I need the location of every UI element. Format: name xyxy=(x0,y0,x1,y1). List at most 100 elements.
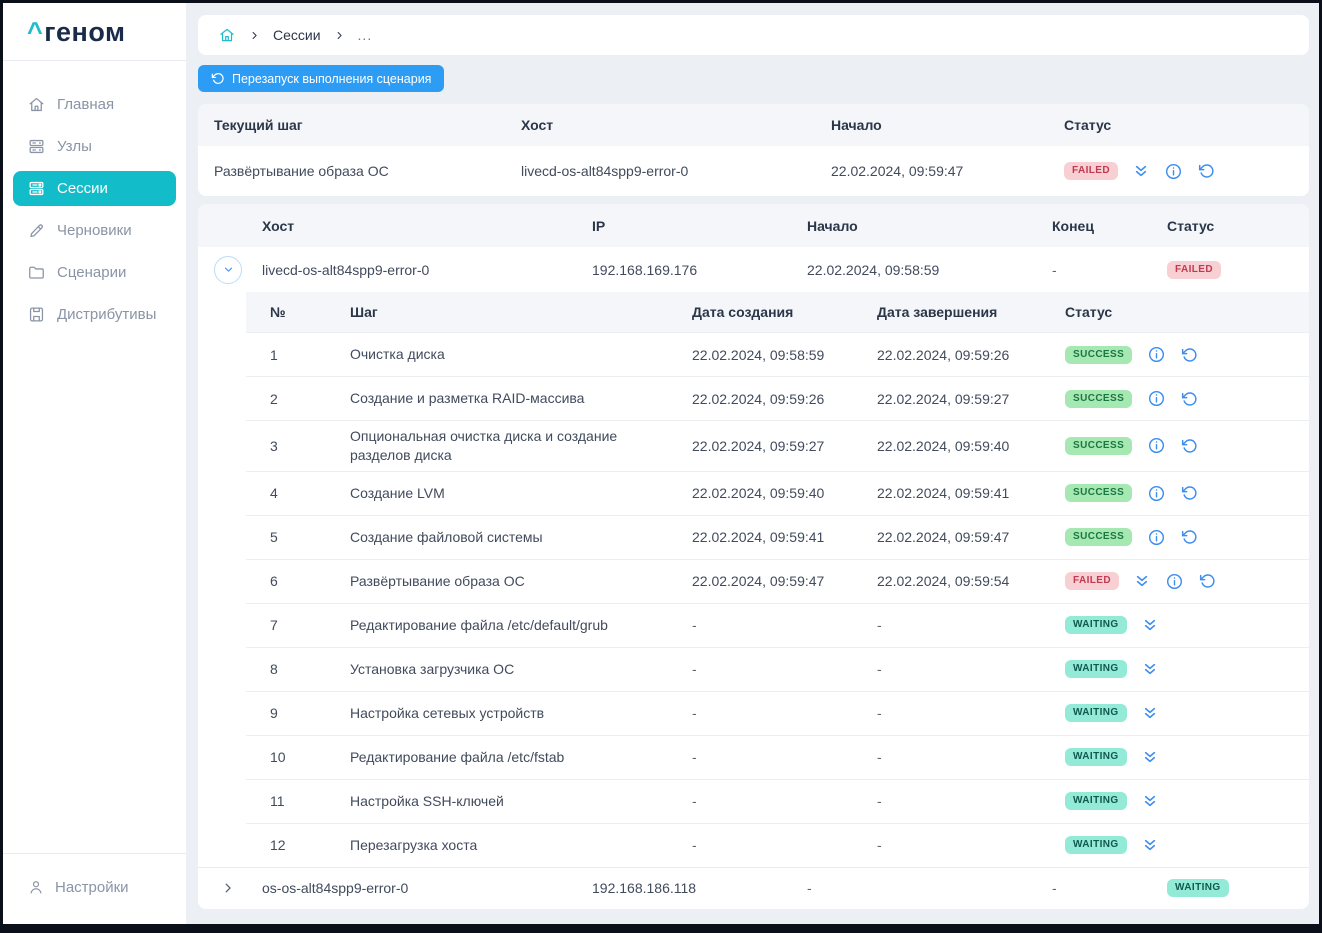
step-name: Перезагрузка хоста xyxy=(350,836,692,855)
breadcrumb-home-icon[interactable] xyxy=(218,26,236,44)
step-status: WAITING xyxy=(1065,704,1285,722)
step-status: SUCCESS xyxy=(1065,389,1285,408)
step-created: 22.02.2024, 09:59:26 xyxy=(692,391,877,407)
status-badge: SUCCESS xyxy=(1065,528,1132,546)
host-start: 22.02.2024, 09:58:59 xyxy=(807,262,1052,278)
step-row: 3 Опциональная очистка диска и создание … xyxy=(246,420,1309,471)
step-name: Установка загрузчика ОС xyxy=(350,660,692,679)
step-name: Создание и разметка RAID-массива xyxy=(350,389,692,408)
host-ip: 192.168.186.118 xyxy=(592,880,807,896)
expand-details-icon[interactable] xyxy=(1142,617,1158,633)
steps-header: № Шаг Дата создания Дата завершения Стат… xyxy=(246,292,1309,332)
expand-details-icon[interactable] xyxy=(1134,573,1150,589)
status-badge: WAITING xyxy=(1065,704,1127,722)
sidebar-item-main[interactable]: Главная xyxy=(13,87,176,122)
retry-icon[interactable] xyxy=(1198,163,1214,179)
step-name: Создание LVM xyxy=(350,484,692,503)
logo-text: геном xyxy=(44,17,125,47)
chevron-right-icon xyxy=(249,30,260,41)
step-name: Редактирование файла /etc/fstab xyxy=(350,748,692,767)
step-row: 1 Очистка диска 22.02.2024, 09:58:59 22.… xyxy=(246,332,1309,376)
expand-host-button[interactable] xyxy=(221,881,235,895)
status-badge: WAITING xyxy=(1065,792,1127,810)
step-row: 12 Перезагрузка хоста - - WAITING xyxy=(246,823,1309,867)
step-status: FAILED xyxy=(1065,572,1285,591)
steps-table: № Шаг Дата создания Дата завершения Стат… xyxy=(246,292,1309,867)
info-icon[interactable] xyxy=(1165,572,1184,591)
info-icon[interactable] xyxy=(1147,528,1166,547)
sidebar-item-label: Узлы xyxy=(57,138,92,155)
restart-button-label: Перезапуск выполнения сценария xyxy=(232,72,431,86)
host-row-collapsed: os-os-alt84spp9-error-0 192.168.186.118 … xyxy=(198,867,1309,909)
col-current-step: Текущий шаг xyxy=(214,117,521,133)
retry-icon[interactable] xyxy=(1181,529,1197,545)
sidebar-item-distributives[interactable]: Дистрибутивы xyxy=(13,297,176,332)
info-icon[interactable] xyxy=(1147,436,1166,455)
status-badge: WAITING xyxy=(1065,660,1127,678)
sidebar-menu: Главная Узлы Сессии Черновики Сценарии Д… xyxy=(3,61,186,853)
restart-scenario-button[interactable]: Перезапуск выполнения сценария xyxy=(198,65,444,92)
expand-details-icon[interactable] xyxy=(1142,705,1158,721)
expand-details-icon[interactable] xyxy=(1142,749,1158,765)
retry-icon[interactable] xyxy=(1199,573,1215,589)
info-icon[interactable] xyxy=(1147,345,1166,364)
step-row: 4 Создание LVM 22.02.2024, 09:59:40 22.0… xyxy=(246,471,1309,515)
collapse-host-button[interactable] xyxy=(214,256,242,284)
sidebar-item-scenarios[interactable]: Сценарии xyxy=(13,255,176,290)
hosts-card: Хост IP Начало Конец Статус livecd-os-al… xyxy=(198,204,1309,909)
info-icon[interactable] xyxy=(1147,389,1166,408)
step-status: WAITING xyxy=(1065,748,1285,766)
step-row: 5 Создание файловой системы 22.02.2024, … xyxy=(246,515,1309,559)
col-status: Статус xyxy=(1167,218,1293,234)
col-host: Хост xyxy=(262,218,592,234)
sidebar-item-label: Дистрибутивы xyxy=(57,306,156,323)
retry-icon[interactable] xyxy=(1181,347,1197,363)
expand-details-icon[interactable] xyxy=(1142,837,1158,853)
expand-details-icon[interactable] xyxy=(1133,163,1149,179)
col-start: Начало xyxy=(831,117,1064,133)
col-end: Конец xyxy=(1052,218,1167,234)
breadcrumb-current: ... xyxy=(358,27,373,43)
sidebar-item-settings[interactable]: Настройки xyxy=(3,853,186,924)
step-status: SUCCESS xyxy=(1065,484,1285,503)
step-status: SUCCESS xyxy=(1065,528,1285,547)
sidebar-item-label: Сценарии xyxy=(57,264,126,281)
sidebar-item-sessions[interactable]: Сессии xyxy=(13,171,176,206)
breadcrumb: Сессии ... xyxy=(198,15,1309,55)
step-number: 5 xyxy=(270,529,350,545)
retry-icon[interactable] xyxy=(1181,485,1197,501)
current-step-start: 22.02.2024, 09:59:47 xyxy=(831,163,1064,179)
expand-details-icon[interactable] xyxy=(1142,793,1158,809)
step-status: SUCCESS xyxy=(1065,345,1285,364)
col-step: Шаг xyxy=(350,304,692,320)
step-finished: 22.02.2024, 09:59:47 xyxy=(877,529,1065,545)
sidebar-footer-label: Настройки xyxy=(55,879,129,896)
info-icon[interactable] xyxy=(1164,162,1183,181)
step-finished: - xyxy=(877,617,1065,633)
breadcrumb-sessions[interactable]: Сессии xyxy=(273,27,321,43)
status-badge: FAILED xyxy=(1065,572,1119,590)
current-step-name: Развёртывание образа ОС xyxy=(214,163,521,179)
sidebar-item-label: Сессии xyxy=(57,180,108,197)
host-end: - xyxy=(1052,262,1167,278)
sidebar-item-nodes[interactable]: Узлы xyxy=(13,129,176,164)
host-name: os-os-alt84spp9-error-0 xyxy=(262,880,592,896)
step-number: 9 xyxy=(270,705,350,721)
col-start: Начало xyxy=(807,218,1052,234)
status-badge: SUCCESS xyxy=(1065,346,1132,364)
chevron-down-icon xyxy=(222,263,235,276)
step-row: 10 Редактирование файла /etc/fstab - - W… xyxy=(246,735,1309,779)
pencil-icon xyxy=(27,221,46,240)
step-finished: - xyxy=(877,793,1065,809)
info-icon[interactable] xyxy=(1147,484,1166,503)
col-finished: Дата завершения xyxy=(877,304,1065,320)
status-badge: SUCCESS xyxy=(1065,484,1132,502)
sidebar-item-drafts[interactable]: Черновики xyxy=(13,213,176,248)
retry-icon[interactable] xyxy=(1181,391,1197,407)
retry-icon[interactable] xyxy=(1181,438,1197,454)
expand-details-icon[interactable] xyxy=(1142,661,1158,677)
status-badge: WAITING xyxy=(1065,836,1127,854)
current-step-card: Текущий шаг Хост Начало Статус Развёртыв… xyxy=(198,104,1309,196)
step-created: - xyxy=(692,837,877,853)
step-row: 7 Редактирование файла /etc/default/grub… xyxy=(246,603,1309,647)
